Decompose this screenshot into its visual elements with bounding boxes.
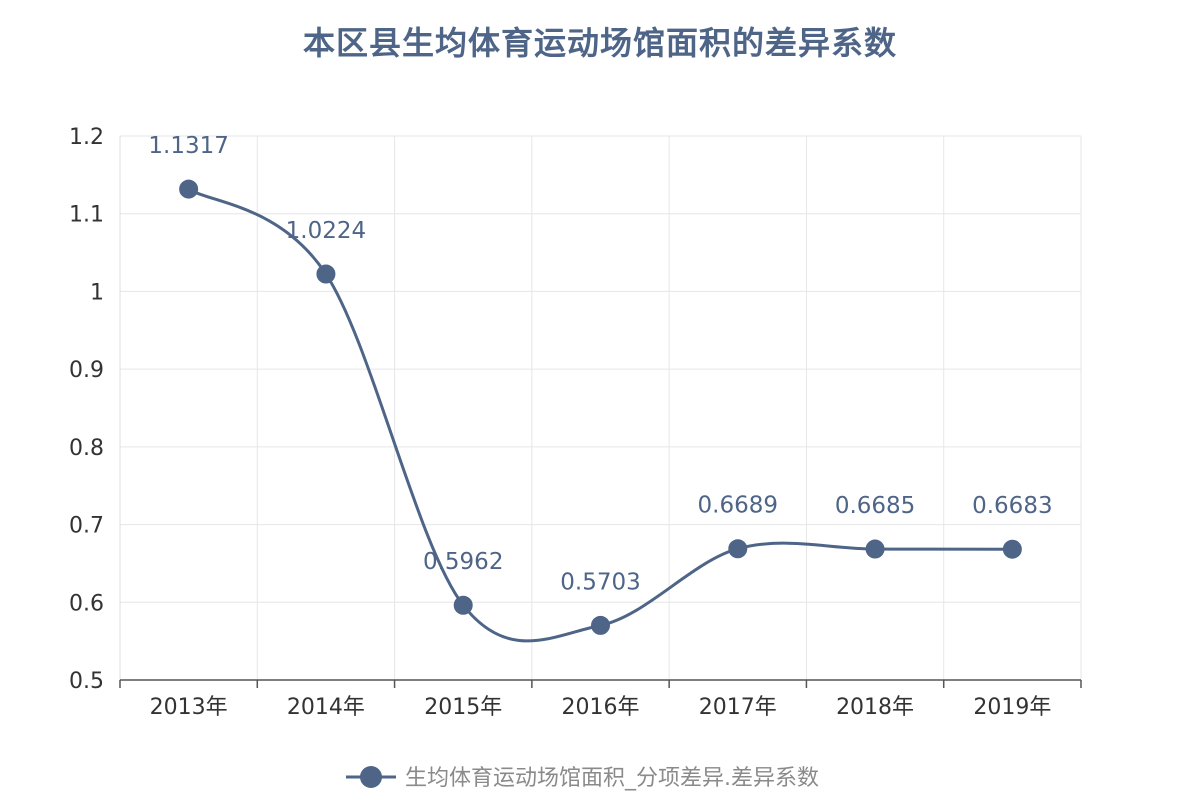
axes [119, 136, 1082, 688]
data-label: 0.6689 [698, 493, 778, 519]
x-tick-label: 2018年 [836, 695, 914, 720]
data-point [179, 179, 199, 199]
x-tick-labels: 2013年 2014年 2015年 2016年 2017年 2018年 2019年 [150, 695, 1052, 720]
y-tick-label: 0.9 [69, 358, 104, 383]
data-point [453, 595, 473, 615]
data-label: 0.6683 [972, 493, 1052, 519]
data-point [865, 539, 885, 559]
x-tick-label: 2013年 [150, 695, 228, 720]
y-tick-labels: 0.5 0.6 0.7 0.8 0.9 1 1.1 1.2 [69, 125, 104, 694]
data-label: 1.1317 [148, 133, 228, 159]
y-tick-label: 0.7 [69, 514, 104, 539]
data-label: 0.6685 [835, 493, 915, 519]
x-tick-label: 2014年 [287, 695, 365, 720]
data-point [316, 264, 336, 284]
y-tick-label: 1.1 [69, 203, 104, 228]
data-labels: 1.1317 1.0224 0.5962 0.5703 0.6689 0.6685 0.66… [148, 133, 1052, 595]
y-tick-label: 0.6 [69, 591, 104, 616]
data-point [591, 615, 610, 635]
data-point [1002, 539, 1022, 559]
y-tick-label: 0.8 [69, 436, 104, 461]
y-tick-label: 1.2 [69, 125, 104, 150]
y-tick-label: 1 [90, 280, 104, 305]
chart-title: 本区县生均体育运动场馆面积的差异系数 [302, 24, 897, 62]
data-label: 0.5962 [423, 549, 503, 575]
x-tick-label: 2016年 [562, 695, 640, 720]
x-tick-label: 2019年 [973, 695, 1051, 720]
data-label: 1.0224 [286, 218, 366, 244]
x-tick-label: 2017年 [699, 695, 777, 720]
y-tick-label: 0.5 [69, 669, 104, 694]
x-tick-label: 2015年 [424, 695, 502, 720]
legend-marker-icon [360, 766, 382, 788]
series-markers [179, 179, 1022, 635]
legend[interactable]: 生均体育运动场馆面积_分项差异.差异系数 [346, 766, 819, 791]
data-label: 0.5703 [560, 569, 640, 595]
data-point [728, 539, 748, 559]
legend-label: 生均体育运动场馆面积_分项差异.差异系数 [405, 766, 819, 791]
